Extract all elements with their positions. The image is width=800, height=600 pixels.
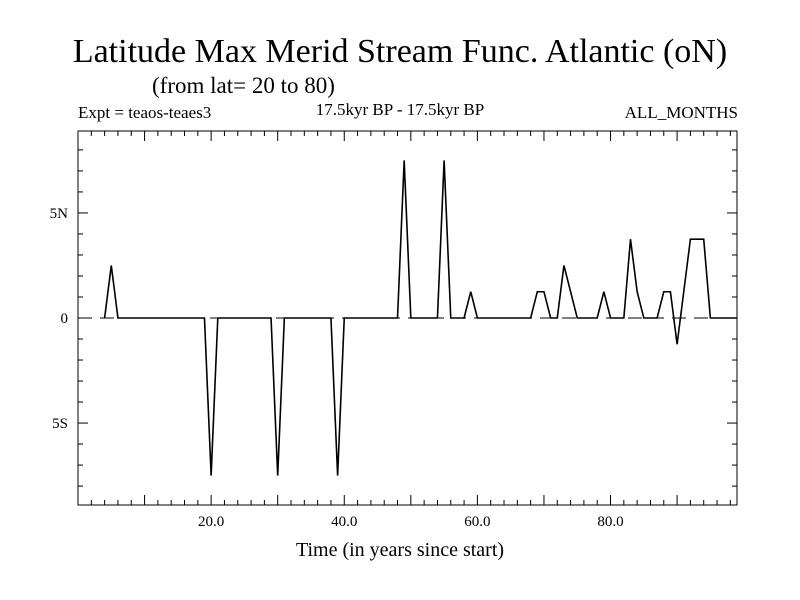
plot-frame [77, 130, 738, 506]
y-tick-label: 5S [52, 416, 68, 432]
chart-title: Latitude Max Merid Stream Func. Atlantic… [72, 33, 728, 70]
months-label: ALL_MONTHS [624, 103, 738, 122]
tick-layer [78, 131, 737, 505]
y-tick-label: 5N [50, 206, 69, 222]
experiment-label: Expt = teaos-teaes3 [78, 103, 212, 122]
series-line-1 [103, 160, 737, 476]
series-layer [103, 160, 737, 476]
x-tick-label: 40.0 [331, 514, 357, 530]
tick-label-layer: 20.0 40.0 60.0 80.0 5N 0 5S [50, 206, 624, 530]
chart-subtitle: (from lat= 20 to 80) [152, 73, 335, 98]
x-tick-label: 80.0 [597, 514, 623, 530]
period-label: 17.5kyr BP - 17.5kyr BP [315, 100, 485, 119]
x-tick-label: 60.0 [464, 514, 490, 530]
y-tick-label: 0 [61, 311, 69, 327]
x-tick-label: 20.0 [198, 514, 224, 530]
x-axis-label: Time (in years since start) [295, 539, 505, 561]
